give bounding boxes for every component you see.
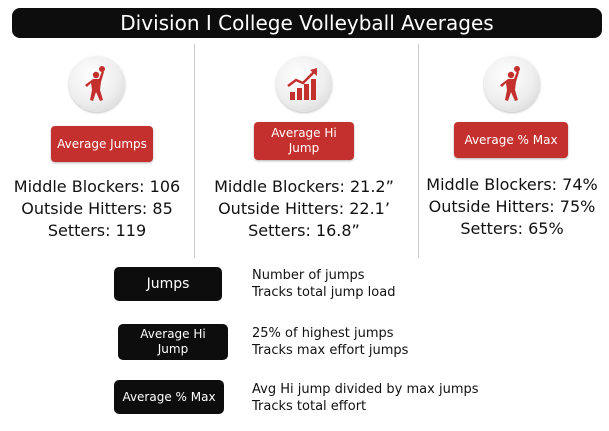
metric-card-average-jumps: Average Jumps Middle Blockers: 106 Outsi… (0, 44, 194, 258)
stat-outside-hitters: Outside Hitters: 75% (428, 197, 596, 216)
metric-card-average-hi-jump: Average Hi Jump Middle Blockers: 21.2” O… (207, 44, 401, 258)
stat-middle-blockers: Middle Blockers: 106 (13, 177, 181, 196)
legend-line: Tracks max effort jumps (252, 343, 409, 358)
legend-description-average-hi-jump: 25% of highest jumps Tracks max effort j… (252, 325, 408, 359)
average-jumps-badge: Average Jumps (51, 126, 153, 162)
average-pct-max-badge: Average % Max (454, 122, 568, 158)
rising-bar-chart-icon (276, 56, 332, 112)
column-divider (194, 44, 195, 258)
legend-line: Number of jumps (252, 268, 365, 283)
legend-description-jumps: Number of jumps Tracks total jump load (252, 267, 395, 301)
stat-setters: Setters: 65% (460, 219, 564, 238)
metric-stats: Middle Blockers: 74% Outside Hitters: 75… (415, 174, 609, 240)
page-title: Division I College Volleyball Averages (12, 8, 602, 38)
volleyball-player-icon (484, 56, 540, 112)
legend-line: Tracks total jump load (252, 285, 396, 300)
stat-setters: Setters: 16.8” (248, 221, 360, 240)
stat-setters: Setters: 119 (47, 221, 147, 240)
stat-outside-hitters: Outside Hitters: 85 (21, 199, 173, 218)
stat-outside-hitters: Outside Hitters: 22.1’ (218, 199, 390, 218)
average-hi-jump-badge: Average Hi Jump (254, 122, 354, 160)
legend-badge-jumps: Jumps (114, 267, 222, 301)
volleyball-player-icon (69, 56, 125, 112)
metric-stats: Middle Blockers: 106 Outside Hitters: 85… (0, 176, 194, 242)
legend-line: 25% of highest jumps (252, 326, 394, 341)
legend-badge-average-hi-jump: Average Hi Jump (118, 324, 228, 360)
legend-badge-average-pct-max: Average % Max (114, 380, 224, 414)
legend-line: Avg Hi jump divided by max jumps (252, 382, 479, 397)
legend-description-average-pct-max: Avg Hi jump divided by max jumps Tracks … (252, 381, 479, 415)
column-divider (418, 44, 419, 258)
metric-card-average-pct-max: Average % Max Middle Blockers: 74% Outsi… (415, 44, 609, 258)
metric-stats: Middle Blockers: 21.2” Outside Hitters: … (207, 176, 401, 242)
stat-middle-blockers: Middle Blockers: 74% (426, 175, 598, 194)
stat-middle-blockers: Middle Blockers: 21.2” (214, 177, 394, 196)
legend-line: Tracks total effort (252, 399, 367, 414)
